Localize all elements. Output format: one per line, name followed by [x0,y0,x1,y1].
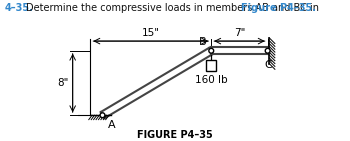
Text: 8": 8" [57,78,69,88]
Text: A: A [108,120,116,130]
Circle shape [209,48,214,53]
Text: Determine the compressive loads in members AB and BC in: Determine the compressive loads in membe… [26,3,322,13]
Text: FIGURE P4–35: FIGURE P4–35 [137,130,213,140]
Text: 7": 7" [234,28,245,38]
Text: 15": 15" [142,28,160,38]
Circle shape [100,113,105,118]
Text: 4–35.: 4–35. [4,3,33,13]
Bar [206,60,217,70]
Text: 160 lb: 160 lb [195,75,228,84]
Text: B: B [199,37,206,47]
Text: Figure P4–35.: Figure P4–35. [241,3,316,13]
Text: C: C [265,60,272,70]
Circle shape [265,48,270,53]
